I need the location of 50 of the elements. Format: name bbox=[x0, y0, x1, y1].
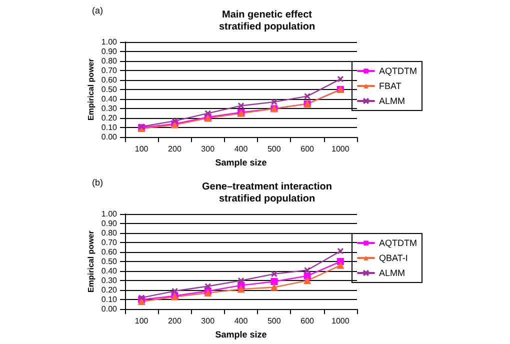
x-tick-label: 300 bbox=[201, 144, 216, 154]
y-tick-label: 0.70 bbox=[101, 66, 118, 76]
chart-title: Gene–treatment interaction stratified population bbox=[202, 182, 332, 204]
y-tick-label: 0.10 bbox=[101, 295, 118, 304]
x-axis-title: Sample size bbox=[215, 330, 267, 340]
x-axis-title: Sample size bbox=[215, 158, 267, 168]
y-tick-label: 0.40 bbox=[101, 94, 118, 104]
y-axis-title: Empirical power bbox=[86, 58, 96, 120]
y-tick-label: 0.00 bbox=[101, 132, 118, 142]
text: (b) bbox=[92, 178, 103, 188]
y-tick-label: 0.10 bbox=[101, 123, 118, 132]
y-tick-label: 0.40 bbox=[101, 266, 118, 276]
legend-label: AQTDTM bbox=[379, 238, 418, 248]
y-tick-label: 0.20 bbox=[101, 286, 118, 295]
y-tick-label: 1.00 bbox=[101, 38, 118, 46]
y-tick-label: 0.70 bbox=[101, 238, 118, 248]
x-tick-label: 200 bbox=[168, 316, 182, 326]
y-tick-label: 0.30 bbox=[101, 104, 118, 114]
x-tick-label: 100 bbox=[134, 144, 149, 154]
x-tick-label: 1000 bbox=[332, 316, 350, 326]
chart-title: Main genetic effect stratified population bbox=[218, 10, 316, 32]
legend-label: ALMM bbox=[379, 268, 406, 278]
y-axis-title: Empirical power bbox=[86, 230, 96, 292]
legend-label: QBAT-I bbox=[379, 253, 408, 263]
x-tick-label: 500 bbox=[267, 316, 282, 326]
y-tick-label: 0.60 bbox=[101, 76, 118, 85]
x-tick-label: 200 bbox=[168, 144, 182, 154]
y-tick-label: 0.00 bbox=[101, 304, 118, 314]
x-tick-label: 300 bbox=[201, 316, 216, 326]
y-tick-label: 0.90 bbox=[101, 47, 118, 56]
x-tick-label: 400 bbox=[234, 316, 248, 326]
y-tick-label: 0.90 bbox=[101, 219, 118, 228]
x-tick-label: 600 bbox=[300, 316, 315, 326]
legend-label: AQTDTM bbox=[379, 66, 418, 76]
x-tick-label: 400 bbox=[234, 144, 248, 154]
y-tick-label: 0.20 bbox=[101, 114, 118, 123]
legend-label: ALMM bbox=[379, 96, 406, 106]
x-tick-label: 600 bbox=[300, 144, 315, 154]
y-tick-label: 1.00 bbox=[101, 210, 118, 218]
y-tick-label: 0.50 bbox=[101, 257, 118, 266]
x-tick-label: 100 bbox=[134, 316, 149, 326]
y-tick-label: 0.80 bbox=[101, 228, 118, 238]
legend-label: FBAT bbox=[379, 81, 402, 91]
x-tick-label: 500 bbox=[267, 144, 282, 154]
x-tick-label: 1000 bbox=[332, 144, 350, 154]
y-tick-label: 0.80 bbox=[101, 56, 118, 66]
y-tick-label: 0.60 bbox=[101, 248, 118, 257]
y-tick-label: 0.50 bbox=[101, 85, 118, 94]
y-tick-label: 0.30 bbox=[101, 276, 118, 286]
text: (a) bbox=[92, 6, 103, 16]
